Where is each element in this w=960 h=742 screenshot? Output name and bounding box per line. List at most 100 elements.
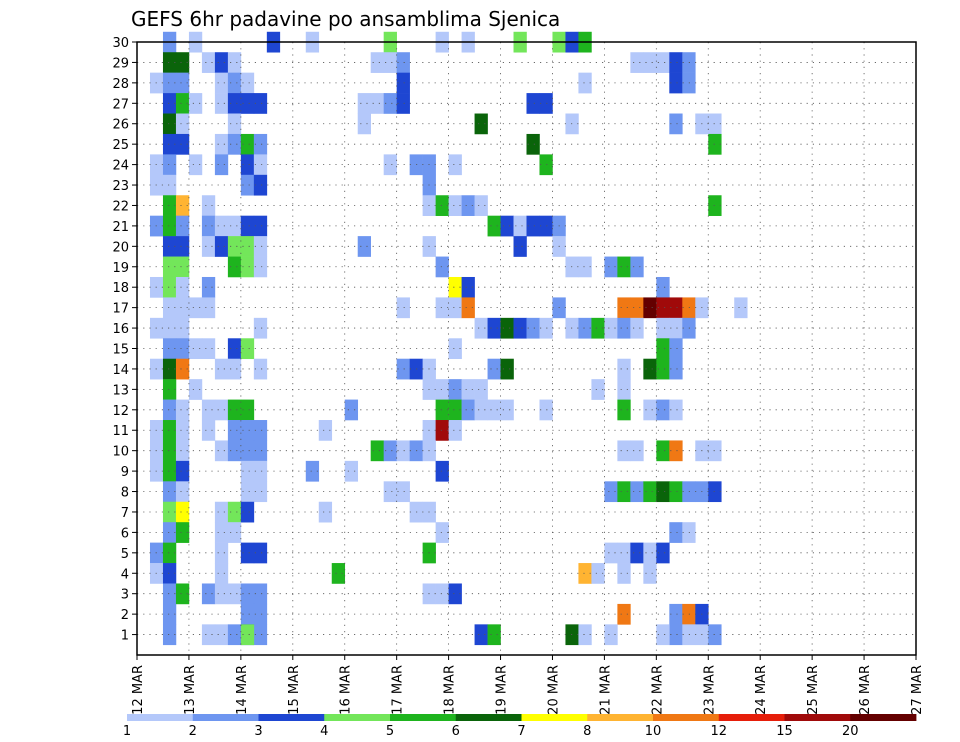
- heatmap-cell: [357, 93, 371, 114]
- heatmap-cell: [708, 624, 722, 646]
- heatmap-cell: [175, 133, 190, 155]
- heatmap-cell: [214, 358, 229, 380]
- heatmap-cell: [435, 583, 449, 605]
- x-tick-label: 20 MAR: [546, 665, 561, 715]
- x-tick-label: 25 MAR: [806, 665, 821, 715]
- heatmap-cell: [448, 420, 462, 441]
- heatmap-cell: [162, 133, 177, 155]
- heatmap-cell: [630, 256, 644, 278]
- heatmap-cell: [240, 399, 255, 421]
- heatmap-cell: [448, 399, 462, 421]
- heatmap-cell: [188, 338, 203, 360]
- legend-swatch: [784, 714, 851, 721]
- heatmap-cell: [175, 52, 190, 73]
- heatmap-cell: [630, 52, 644, 73]
- heatmap-cell: [214, 542, 229, 564]
- x-tick-label: 24 MAR: [754, 665, 769, 715]
- heatmap-cell: [201, 297, 216, 319]
- heatmap-cell: [162, 338, 177, 360]
- heatmap-cell: [253, 317, 268, 339]
- heatmap-cell: [708, 195, 722, 216]
- heatmap-cell: [175, 72, 190, 94]
- heatmap-cell: [630, 481, 644, 503]
- heatmap-cell: [396, 52, 410, 73]
- heatmap-cell: [175, 481, 190, 503]
- y-tick-label: 7: [121, 506, 129, 521]
- heatmap-cell: [253, 154, 268, 176]
- heatmap-cell: [669, 440, 683, 462]
- heatmap-cell: [253, 93, 268, 114]
- heatmap-cell: [162, 154, 177, 176]
- heatmap-cell: [396, 93, 410, 114]
- x-tick-label: 15 MAR: [287, 665, 302, 715]
- heatmap-cell: [474, 399, 488, 421]
- y-tick-label: 8: [121, 486, 129, 501]
- heatmap-cell: [240, 542, 255, 564]
- heatmap-cell: [487, 317, 501, 339]
- legend-swatch: [192, 714, 259, 721]
- heatmap-cell: [487, 358, 501, 380]
- heatmap-cell: [617, 379, 631, 400]
- heatmap-cell: [500, 215, 514, 237]
- heatmap-cell: [240, 93, 255, 114]
- heatmap-cell: [162, 603, 177, 625]
- heatmap-cell: [162, 317, 177, 339]
- heatmap-cell: [539, 93, 553, 114]
- heatmap-cell: [214, 154, 229, 176]
- heatmap-cell: [175, 501, 190, 523]
- heatmap-cell: [162, 93, 177, 114]
- y-tick-label: 1: [121, 629, 129, 644]
- heatmap-cell: [435, 522, 449, 543]
- heatmap-cell: [526, 317, 540, 339]
- heatmap-cell: [656, 297, 670, 319]
- heatmap-cell: [253, 542, 268, 564]
- heatmap-cell: [487, 215, 501, 237]
- y-tick-label: 20: [112, 240, 129, 255]
- heatmap-cell: [214, 133, 229, 155]
- heatmap-cell: [201, 420, 216, 441]
- heatmap-cell: [643, 399, 657, 421]
- heatmap-cell: [175, 93, 190, 114]
- y-tick-label: 30: [112, 36, 129, 51]
- heatmap-cell: [669, 481, 683, 503]
- y-tick-label: 21: [112, 220, 129, 235]
- heatmap-cell: [370, 93, 384, 114]
- heatmap-cell: [162, 460, 177, 482]
- y-tick-label: 5: [121, 547, 129, 562]
- x-tick-label: 26 MAR: [858, 665, 873, 715]
- heatmap-cell: [214, 236, 229, 257]
- y-tick-label: 4: [121, 567, 129, 582]
- heatmap-cell: [734, 297, 748, 319]
- heatmap-cell: [201, 195, 216, 216]
- heatmap-cell: [227, 522, 242, 543]
- y-tick-label: 16: [112, 322, 129, 337]
- heatmap-cell: [253, 440, 268, 462]
- heatmap-cell: [175, 583, 190, 605]
- heatmap-cell: [227, 338, 242, 360]
- heatmap-cell: [214, 215, 229, 237]
- heatmap-cell: [331, 563, 346, 584]
- heatmap-cell: [383, 481, 397, 503]
- heatmap-cell: [240, 174, 255, 196]
- heatmap-cell: [162, 583, 177, 605]
- y-tick-label: 22: [112, 199, 129, 214]
- y-tick-label: 24: [112, 159, 129, 174]
- heatmap-cell: [240, 215, 255, 237]
- x-tick-label: 17 MAR: [391, 665, 406, 715]
- y-tick-label: 9: [121, 465, 129, 480]
- heatmap-cell: [669, 317, 683, 339]
- heatmap-cell: [578, 624, 592, 646]
- heatmap-cell: [539, 215, 553, 237]
- heatmap-cell: [188, 154, 203, 176]
- heatmap-cell: [227, 501, 242, 523]
- heatmap-cell: [630, 317, 644, 339]
- heatmap-cell: [162, 297, 177, 319]
- heatmap-cell: [214, 72, 229, 94]
- heatmap-cell: [201, 338, 216, 360]
- heatmap-cell: [253, 174, 268, 196]
- heatmap-cell: [201, 215, 216, 237]
- x-axis: 12 MAR 13 MAR 14 MAR 15 MAR 16 MAR 17 MAR 18 M…: [131, 655, 925, 715]
- heatmap-cell: [526, 215, 540, 237]
- heatmap-cell: [162, 358, 177, 380]
- legend-swatch: [258, 714, 325, 721]
